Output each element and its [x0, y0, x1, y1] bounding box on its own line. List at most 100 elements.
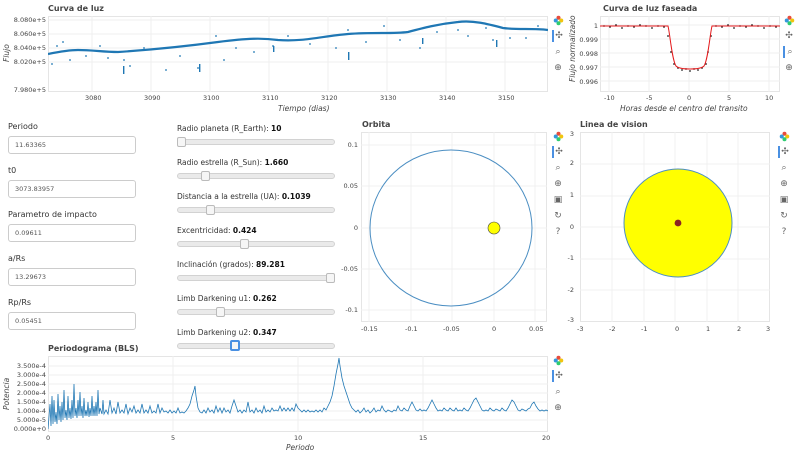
vision-plot[interactable] [580, 132, 770, 322]
excentricidad-slider[interactable] [177, 238, 355, 252]
xtick: 3150 [498, 94, 515, 102]
slider-handle[interactable] [240, 239, 249, 249]
slider-handle[interactable] [325, 273, 335, 283]
bokeh-logo-icon[interactable] [552, 354, 564, 366]
zoom-icon[interactable]: ⌕ [555, 47, 561, 57]
light-curve-xticks: 3080 3090 3100 3110 3120 3130 3140 3150 [48, 94, 548, 104]
impacto-input[interactable]: 0.09611 [8, 224, 136, 242]
periodo-label: Periodo [8, 122, 38, 131]
slider-track [177, 275, 335, 281]
xtick: 1 [706, 325, 711, 333]
pan-icon[interactable]: ✣ [552, 370, 564, 382]
pan-icon[interactable]: ✣ [552, 146, 564, 158]
xtick: 3120 [321, 94, 338, 102]
xtick: 3080 [85, 94, 102, 102]
help-icon[interactable]: ? [555, 227, 561, 237]
ytick: 2.500e-4 [16, 380, 46, 388]
xtick: 20 [542, 434, 551, 442]
xtick: 0.05 [529, 325, 544, 333]
xtick: 0 [46, 434, 51, 442]
limb-u2-slider[interactable] [177, 340, 355, 354]
phased-xticks: -10 -5 0 5 10 [600, 94, 780, 104]
periodogram-plot[interactable] [48, 356, 548, 432]
xtick: 5 [171, 434, 176, 442]
xtick: -3 [577, 325, 584, 333]
bokeh-logo-icon[interactable] [552, 130, 564, 142]
zoom-icon[interactable]: ⌕ [555, 163, 561, 173]
bokeh-logo-icon[interactable] [778, 130, 790, 142]
ytick: 7.980e+5 [13, 86, 46, 94]
xtick: 5 [727, 94, 732, 102]
zoom-icon[interactable]: ⌕ [783, 46, 795, 58]
ytick: -0.1 [345, 306, 358, 314]
light-curve-plot[interactable] [48, 16, 548, 92]
slider-handle[interactable] [177, 137, 186, 147]
periodo-input[interactable]: 11.63365 [8, 136, 136, 154]
wheel-zoom-icon[interactable]: ⊕ [554, 179, 562, 189]
ytick: -1 [567, 254, 574, 262]
zoom-icon[interactable]: ⌕ [781, 163, 787, 173]
light-curve-toolbar: ✣ ⌕ ⊕ [552, 14, 566, 78]
slider-label: Limb Darkening u2: 0.347 [177, 328, 277, 337]
orbit-yticks: 0.1 0.05 0 -0.05 -0.1 [334, 132, 358, 322]
xtick: 3100 [203, 94, 220, 102]
wheel-zoom-icon[interactable]: ⊕ [554, 403, 562, 413]
ytick: 8.020e+5 [13, 58, 46, 66]
pan-icon[interactable]: ✣ [778, 146, 790, 158]
bokeh-logo-icon[interactable] [783, 14, 795, 26]
radio-planeta-slider[interactable] [177, 136, 355, 150]
vision-yticks: 3 2 1 0 -1 -2 -3 [560, 130, 576, 324]
wheel-zoom-icon[interactable]: ⊕ [554, 63, 562, 73]
pan-icon[interactable]: ✣ [552, 30, 564, 42]
help-icon[interactable]: ? [781, 227, 787, 237]
phased-yticks: 1 0.999 0.998 0.997 0.996 [570, 16, 598, 92]
ytick: -0.05 [341, 265, 358, 273]
rprs-label: Rp/Rs [8, 298, 32, 307]
ytick: -2 [567, 286, 574, 294]
periodogram-xlabel: Periodo [286, 443, 315, 451]
ytick: 2 [569, 159, 574, 167]
xtick: -10 [604, 94, 615, 102]
pan-icon[interactable]: ✣ [785, 31, 793, 41]
distancia-slider[interactable] [177, 204, 355, 218]
ytick: 0.000e+0 [13, 425, 46, 433]
t0-input[interactable]: 3073.83957 [8, 180, 136, 198]
xtick: 15 [419, 434, 428, 442]
xtick: 0 [675, 325, 680, 333]
inclinacion-slider[interactable] [177, 272, 355, 286]
ytick: 1.500e-4 [16, 398, 46, 406]
rprs-input[interactable]: 0.05451 [8, 312, 136, 330]
xtick: 0 [687, 94, 692, 102]
ytick: 8.060e+5 [13, 30, 46, 38]
sliders-panel: Radio planeta (R_Earth): 10 Radio estrel… [177, 124, 355, 354]
save-icon[interactable]: ▣ [553, 195, 563, 205]
save-icon[interactable]: ▣ [779, 195, 789, 205]
wheel-zoom-icon[interactable]: ⊕ [785, 63, 793, 73]
slider-track [177, 343, 335, 349]
orbit-plot[interactable] [361, 132, 547, 322]
light-curve-ylabel: Flujo [2, 44, 11, 62]
light-curve-xlabel: Tiempo (dias) [278, 104, 330, 113]
radio-estrella-slider[interactable] [177, 170, 355, 184]
ytick: 0 [353, 224, 358, 232]
phased-plot[interactable] [600, 16, 780, 92]
slider-handle[interactable] [205, 205, 215, 215]
reset-icon[interactable]: ↻ [554, 211, 562, 221]
orbit-xticks: -0.15 -0.1 -0.05 0 0.05 [361, 325, 547, 335]
ars-input[interactable]: 13.29673 [8, 268, 136, 286]
vision-xticks: -3 -2 -1 0 1 2 3 [577, 325, 770, 335]
limb-u1-slider[interactable] [177, 306, 355, 320]
bokeh-logo-icon[interactable] [552, 14, 564, 26]
slider-handle[interactable] [201, 171, 210, 181]
xtick: 3110 [262, 94, 279, 102]
ytick: 5.000e-5 [16, 416, 46, 424]
wheel-zoom-icon[interactable]: ⊕ [780, 179, 788, 189]
slider-handle[interactable] [229, 340, 240, 351]
reset-icon[interactable]: ↻ [780, 211, 788, 221]
slider-handle[interactable] [216, 307, 225, 317]
zoom-icon[interactable]: ⌕ [555, 387, 561, 397]
light-curve-title: Curva de luz [48, 4, 104, 13]
ytick: 0.1 [347, 141, 358, 149]
ars-label: a/Rs [8, 254, 26, 263]
slider-label: Distancia a la estrella (UA): 0.1039 [177, 192, 311, 201]
